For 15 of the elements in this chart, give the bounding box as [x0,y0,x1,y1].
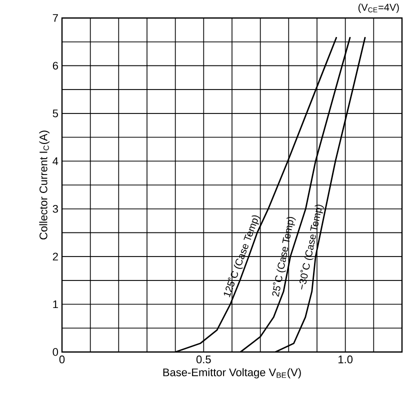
y-tick-label: 7 [52,14,58,22]
chart-subtitle: (V$_{CE}$=4V) [358,4,399,13]
y-tick-label: 6 [52,62,58,70]
text: −30˚C (Case Temp) [300,204,324,290]
y-tick-label: 2 [52,252,58,260]
x-tick-label: 0 [59,356,65,364]
x-tick-label: 0.5 [196,356,211,364]
y-tick-label: 3 [52,204,58,213]
y-tick-label: 0 [52,348,58,356]
x-tick-label: 1.0 [338,356,353,364]
y-axis-title: Collector Current I$_{C}$(A) [39,130,50,240]
x-axis-title: Base-Emittor Voltage V$_{BE}$(V) [163,368,301,378]
y-tick-label: 4 [52,157,58,165]
y-tick-label: 5 [52,110,58,118]
y-tick-label: 1 [53,300,58,308]
